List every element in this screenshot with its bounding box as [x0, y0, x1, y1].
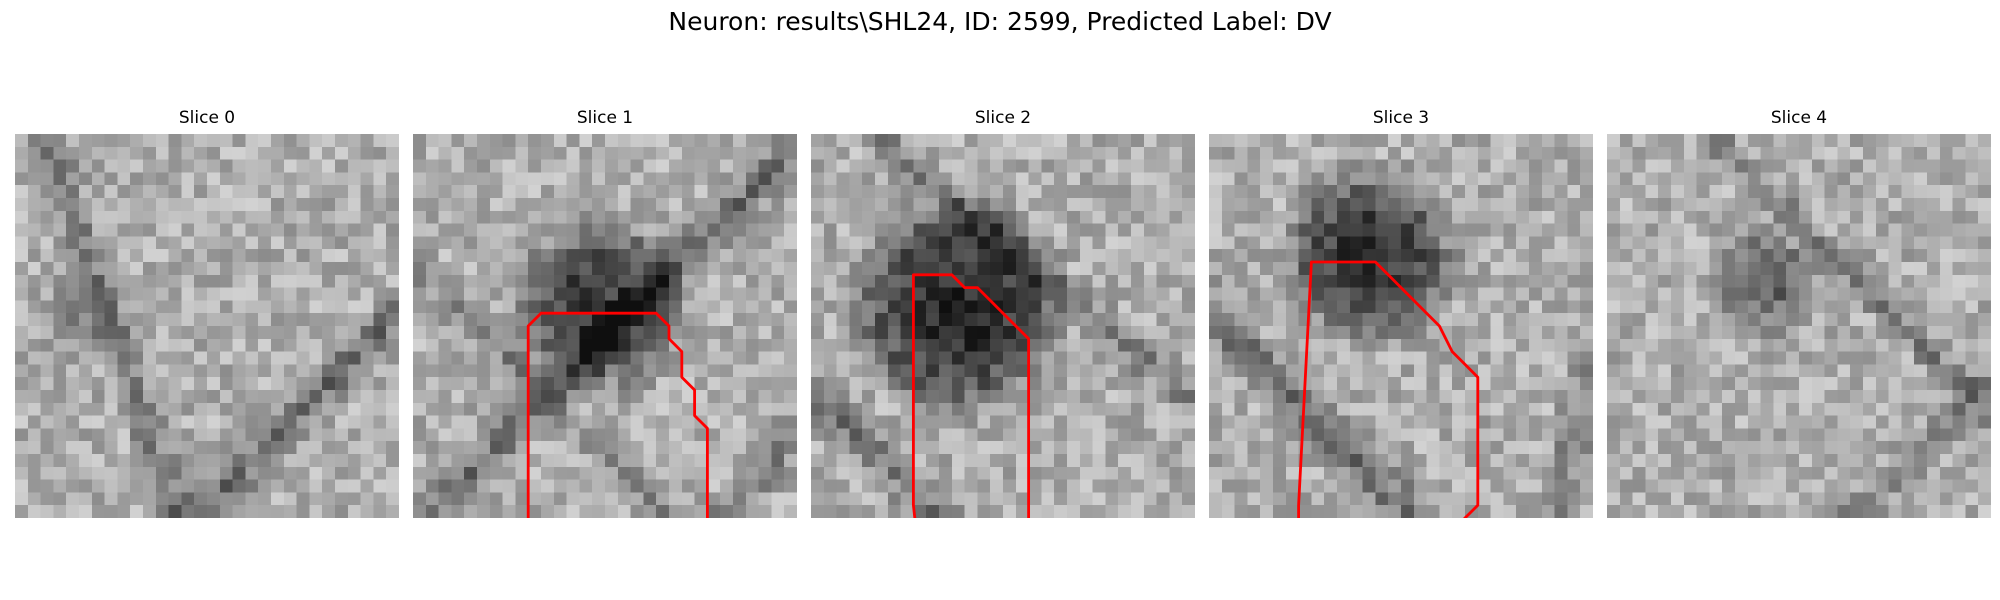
slice-image — [15, 134, 399, 518]
neuron-contour — [526, 311, 709, 518]
slice-panel-3: Slice 3 — [1209, 107, 1593, 518]
contour-overlay — [1297, 260, 1480, 518]
grayscale-image — [1209, 134, 1593, 518]
slice-title: Slice 1 — [576, 108, 634, 128]
contour-overlay — [526, 311, 709, 518]
grayscale-image — [811, 134, 1195, 518]
neuron-contour — [911, 273, 1031, 518]
slice-panel-0: Slice 0 — [15, 107, 399, 518]
grayscale-image — [413, 134, 797, 518]
slice-image — [811, 134, 1195, 518]
figure-title: Neuron: results\SHL24, ID: 2599, Predict… — [668, 7, 1332, 36]
grayscale-image — [15, 134, 399, 518]
slice-panel-4: Slice 4 — [1607, 107, 1991, 518]
slice-title: Slice 0 — [178, 108, 236, 128]
slice-image — [1209, 134, 1593, 518]
slice-panel-1: Slice 1 — [413, 107, 797, 518]
contour-overlay — [911, 273, 1031, 518]
slice-title: Slice 4 — [1770, 108, 1828, 128]
slice-image — [413, 134, 797, 518]
slice-image — [1607, 134, 1991, 518]
slice-title: Slice 3 — [1372, 108, 1430, 128]
neuron-contour — [1297, 260, 1480, 518]
slice-title: Slice 2 — [974, 108, 1032, 128]
slice-panel-2: Slice 2 — [811, 107, 1195, 518]
grayscale-image — [1607, 134, 1991, 518]
